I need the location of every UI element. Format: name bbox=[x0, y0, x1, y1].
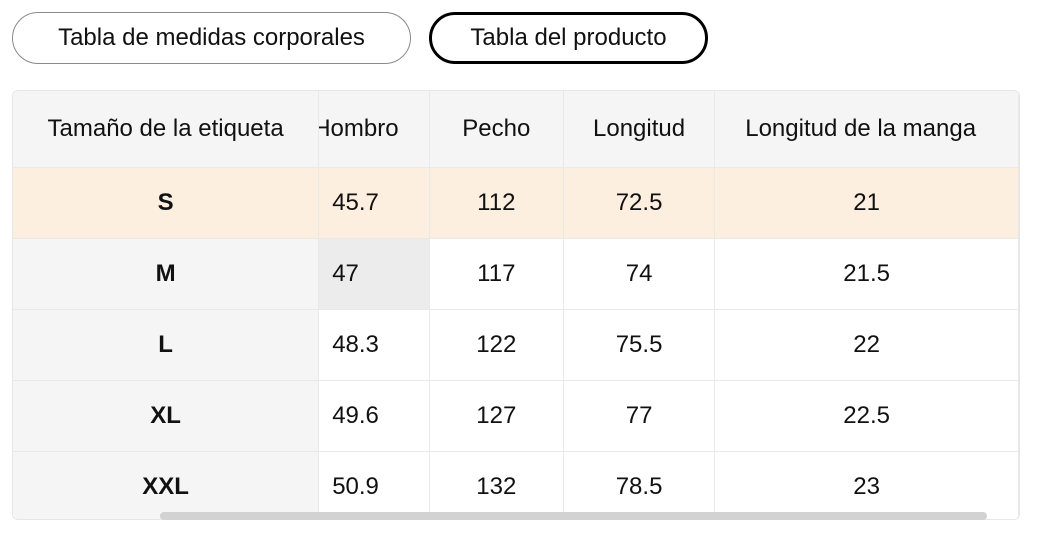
chest-cell: 127 bbox=[429, 380, 564, 452]
chest-cell: 122 bbox=[429, 309, 564, 381]
length-cell: 77 bbox=[563, 380, 716, 452]
header-shoulder: Hombro bbox=[318, 91, 430, 168]
header-sleeve-length: Longitud de la manga bbox=[714, 91, 1019, 168]
tab-product-chart[interactable]: Tabla del producto bbox=[429, 12, 708, 64]
tab-body-measurements[interactable]: Tabla de medidas corporales bbox=[12, 12, 411, 64]
table-row: XL 49.6 127 77 22.5 bbox=[13, 380, 1019, 452]
horizontal-scrollbar[interactable] bbox=[160, 512, 987, 520]
sleeve-cell: 23 bbox=[714, 451, 1019, 519]
table-row: S 45.7 112 72.5 21 bbox=[13, 167, 1019, 239]
table-row: L 48.3 122 75.5 22 bbox=[13, 309, 1019, 381]
table-row: M 47 117 74 21.5 bbox=[13, 238, 1019, 310]
table-header-row: Tamaño de la etiqueta Hombro Pecho Longi… bbox=[13, 91, 1019, 168]
chart-tabs: Tabla de medidas corporales Tabla del pr… bbox=[12, 12, 708, 64]
size-cell: L bbox=[13, 309, 320, 381]
chest-cell: 132 bbox=[429, 451, 564, 519]
shoulder-cell: 48.3 bbox=[318, 309, 430, 381]
header-length: Longitud bbox=[563, 91, 716, 168]
chest-cell: 117 bbox=[429, 238, 564, 310]
size-cell: S bbox=[13, 167, 320, 239]
header-chest: Pecho bbox=[429, 91, 564, 168]
length-cell: 75.5 bbox=[563, 309, 716, 381]
table-row: XXL 50.9 132 78.5 23 bbox=[13, 451, 1019, 519]
length-cell: 72.5 bbox=[563, 167, 716, 239]
size-cell: M bbox=[13, 238, 320, 310]
sleeve-cell: 22.5 bbox=[714, 380, 1019, 452]
shoulder-cell: 50.9 bbox=[318, 451, 430, 519]
chest-cell: 112 bbox=[429, 167, 564, 239]
header-size-label: Tamaño de la etiqueta bbox=[13, 91, 320, 168]
shoulder-cell: 49.6 bbox=[318, 380, 430, 452]
size-table: Tamaño de la etiqueta Hombro Pecho Longi… bbox=[13, 91, 1019, 519]
shoulder-cell: 45.7 bbox=[318, 167, 430, 239]
size-table-container[interactable]: Tamaño de la etiqueta Hombro Pecho Longi… bbox=[12, 90, 1020, 520]
sleeve-cell: 21.5 bbox=[714, 238, 1019, 310]
size-cell: XL bbox=[13, 380, 320, 452]
shoulder-cell: 47 bbox=[318, 238, 430, 310]
size-cell: XXL bbox=[13, 451, 320, 519]
length-cell: 74 bbox=[563, 238, 716, 310]
sleeve-cell: 21 bbox=[714, 167, 1019, 239]
sleeve-cell: 22 bbox=[714, 309, 1019, 381]
length-cell: 78.5 bbox=[563, 451, 716, 519]
